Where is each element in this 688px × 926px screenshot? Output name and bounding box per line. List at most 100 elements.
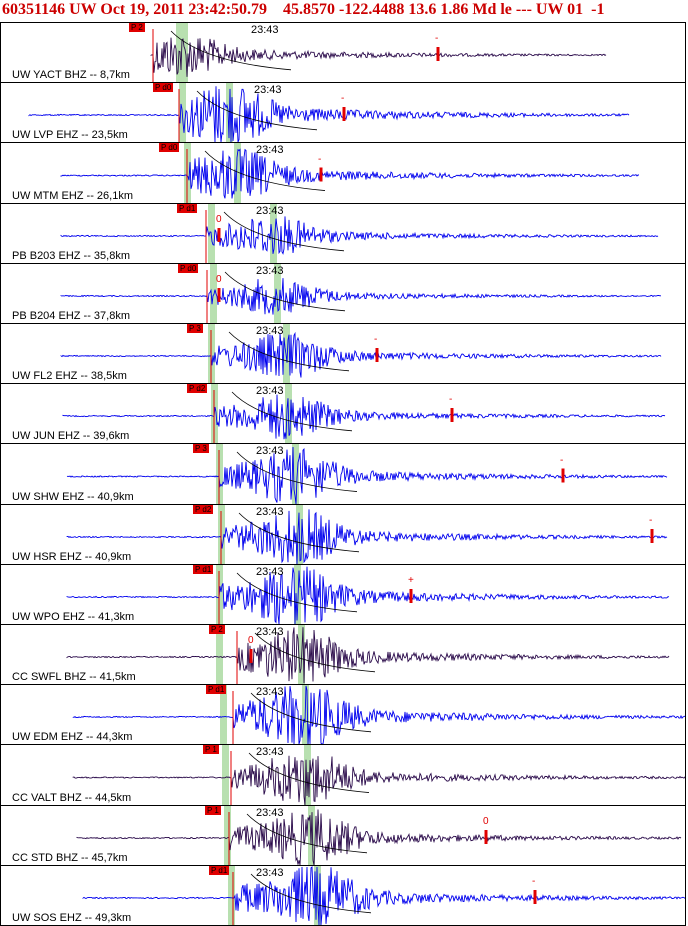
seismogram-panel[interactable]: P 1 23:43 CC VALT BHZ -- 44,5km bbox=[0, 744, 686, 806]
pick-tag[interactable]: P d2 bbox=[187, 384, 208, 393]
pick-tag[interactable]: P d1 bbox=[206, 685, 227, 694]
seismogram-panel[interactable]: P 3 23:43 - UW FL2 EHZ -- 38,5km bbox=[0, 323, 686, 384]
seismogram-panel[interactable]: P d2 23:43 - UW HSR EHZ -- 40,9km bbox=[0, 504, 686, 565]
coda-envelope bbox=[204, 150, 326, 191]
waveform-plot bbox=[66, 505, 668, 564]
coda-envelope bbox=[250, 692, 372, 733]
p-window bbox=[210, 264, 217, 323]
p-window bbox=[176, 23, 183, 82]
waveform-trace bbox=[66, 446, 668, 504]
time-tick-label: 23:43 bbox=[256, 686, 284, 698]
seismogram-panel[interactable]: P d1 23:43 UW EDM EHZ -- 44,3km bbox=[0, 684, 686, 745]
seismogram-panel[interactable]: P d0 23:43 0 PB B204 EHZ -- 37,8km bbox=[0, 263, 686, 324]
pick-tag[interactable]: P d1 bbox=[193, 565, 214, 574]
station-label: UW JUN EHZ -- 39,6km bbox=[12, 430, 130, 442]
time-tick-label: 23:43 bbox=[256, 746, 284, 758]
seismogram-panel[interactable]: P 2 23:43 0 CC SWFL BHZ -- 41,5km bbox=[0, 624, 686, 685]
seismogram-panel[interactable]: P d1 23:43 0 PB B203 EHZ -- 35,8km bbox=[0, 203, 686, 264]
station-label: CC SWFL BHZ -- 41,5km bbox=[12, 671, 136, 683]
coda-envelope bbox=[246, 813, 368, 854]
amplitude-mark-label: - bbox=[318, 153, 322, 165]
pick-tag[interactable]: P d2 bbox=[193, 505, 214, 514]
amplitude-marker[interactable] bbox=[650, 529, 654, 543]
coda-envelope bbox=[224, 271, 346, 312]
pick-tag[interactable]: P 1 bbox=[205, 806, 221, 815]
station-label: CC STD BHZ -- 45,7km bbox=[12, 852, 128, 864]
seismogram-panel[interactable]: P 1 23:43 0 CC STD BHZ -- 45,7km bbox=[0, 805, 686, 866]
amplitude-marker[interactable] bbox=[342, 107, 346, 121]
p-window bbox=[228, 866, 235, 925]
waveform-plot bbox=[82, 866, 685, 925]
amplitude-marker[interactable] bbox=[249, 649, 253, 663]
pick-tag[interactable]: P 2 bbox=[209, 625, 225, 634]
pick-tag[interactable]: P 2 bbox=[129, 23, 145, 32]
seismogram-panel[interactable]: P 2 23:43 - UW YACT BHZ -- 8,7km bbox=[0, 22, 686, 83]
seismogram-panels: P 2 23:43 - UW YACT BHZ -- 8,7km P d0 23:43 - U… bbox=[0, 22, 688, 926]
amplitude-marker[interactable] bbox=[436, 47, 440, 61]
seismogram-panel[interactable]: P d0 23:43 - UW LVP EHZ -- 23,5km bbox=[0, 82, 686, 143]
time-tick-label: 23:43 bbox=[256, 205, 284, 217]
seismogram-panel[interactable]: P d2 23:43 - UW JUN EHZ -- 39,6km bbox=[0, 383, 686, 444]
station-label: UW FL2 EHZ -- 38,5km bbox=[12, 370, 127, 382]
s-window bbox=[270, 204, 277, 263]
amplitude-mark-label: 0 bbox=[248, 635, 254, 646]
amplitude-mark-label: - bbox=[649, 515, 653, 526]
station-label: UW HSR EHZ -- 40,9km bbox=[12, 551, 132, 563]
amplitude-mark-label: - bbox=[435, 33, 439, 44]
amplitude-mark-label: + bbox=[408, 575, 414, 586]
amplitude-marker[interactable] bbox=[450, 408, 454, 422]
seismogram-panel[interactable]: P 3 23:43 - UW SHW EHZ -- 40,9km bbox=[0, 443, 686, 505]
time-tick-label: 23:43 bbox=[256, 385, 284, 397]
waveform-trace bbox=[60, 331, 662, 378]
pick-tag[interactable]: P d0 bbox=[178, 264, 199, 273]
seismogram-panel[interactable]: P d1 23:43 - UW SOS EHZ -- 49,3km bbox=[0, 865, 686, 926]
station-label: UW MTM EHZ -- 26,1km bbox=[12, 190, 133, 202]
amplitude-marker[interactable] bbox=[217, 228, 221, 242]
time-tick-label: 23:43 bbox=[256, 566, 284, 578]
amplitude-marker[interactable] bbox=[409, 589, 413, 603]
waveform-plot bbox=[66, 625, 670, 684]
time-tick-label: 23:43 bbox=[256, 867, 284, 879]
coda-envelope bbox=[250, 873, 372, 914]
seismogram-panel[interactable]: P d0 23:43 - UW MTM EHZ -- 26,1km bbox=[0, 142, 686, 204]
seismogram-panel[interactable]: P d1 23:43 + UW WPO EHZ -- 41,3km bbox=[0, 564, 686, 625]
coda-envelope bbox=[196, 90, 318, 131]
station-label: UW SHW EHZ -- 40,9km bbox=[12, 491, 134, 503]
amplitude-marker[interactable] bbox=[375, 348, 379, 362]
waveform-plot bbox=[76, 806, 682, 865]
amplitude-mark-label: 0 bbox=[216, 214, 222, 225]
coda-envelope bbox=[254, 632, 376, 673]
amplitude-marker[interactable] bbox=[319, 167, 323, 182]
waveform-trace bbox=[66, 627, 670, 684]
waveform-trace bbox=[66, 509, 668, 564]
waveform-plot bbox=[60, 143, 639, 203]
amplitude-marker[interactable] bbox=[561, 468, 565, 483]
amplitude-mark-label: - bbox=[532, 876, 536, 887]
waveform-trace bbox=[76, 809, 682, 865]
pick-tag[interactable]: P d0 bbox=[153, 83, 174, 92]
station-label: UW SOS EHZ -- 49,3km bbox=[12, 912, 132, 924]
waveform-trace bbox=[82, 866, 685, 925]
pick-tag[interactable]: P 3 bbox=[187, 324, 203, 333]
pick-tag[interactable]: P 3 bbox=[193, 444, 209, 453]
waveform-plot bbox=[60, 324, 662, 383]
time-tick-label: 23:43 bbox=[256, 445, 284, 457]
station-label: UW YACT BHZ -- 8,7km bbox=[12, 69, 130, 81]
pick-tag[interactable]: P d1 bbox=[177, 204, 198, 213]
waveform-plot bbox=[66, 565, 670, 624]
amplitude-mark-label: 0 bbox=[216, 274, 222, 285]
waveform-trace bbox=[60, 216, 659, 255]
waveform-trace bbox=[28, 86, 630, 142]
amplitude-marker[interactable] bbox=[484, 830, 488, 844]
amplitude-mark-label: - bbox=[560, 454, 564, 466]
pick-tag[interactable]: P d0 bbox=[159, 143, 180, 152]
time-tick-label: 23:43 bbox=[256, 325, 284, 337]
coda-envelope bbox=[170, 30, 292, 71]
waveform-trace bbox=[72, 755, 685, 805]
pick-tag[interactable]: P d1 bbox=[209, 866, 230, 875]
station-label: PB B204 EHZ -- 37,8km bbox=[12, 310, 130, 322]
amplitude-marker[interactable] bbox=[533, 890, 537, 904]
waveform-plot bbox=[28, 83, 630, 142]
amplitude-marker[interactable] bbox=[217, 288, 221, 302]
pick-tag[interactable]: P 1 bbox=[203, 745, 219, 754]
